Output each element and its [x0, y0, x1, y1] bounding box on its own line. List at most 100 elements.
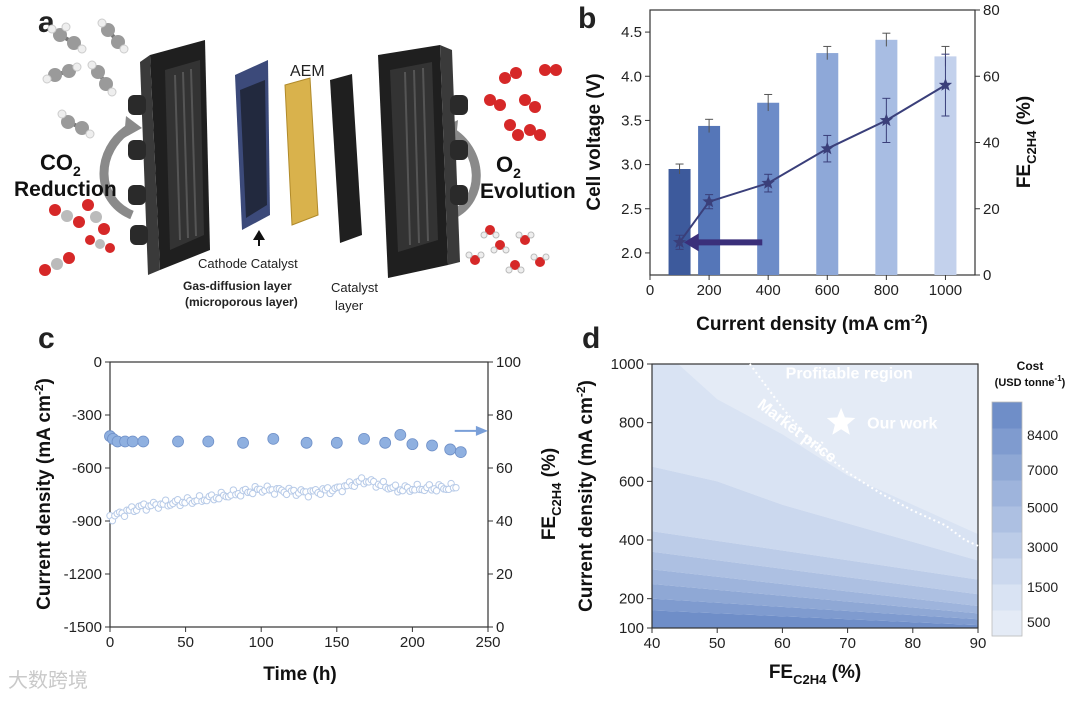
y-tick-label-c: -300: [72, 407, 102, 424]
y-tick-label-b: 3.5: [621, 112, 642, 129]
y2-tick-label-c: 100: [496, 354, 521, 371]
fe-axis-arrow-head: [475, 425, 488, 436]
co2-label: CO2: [40, 150, 81, 179]
left-axis-arrow-head: [683, 233, 699, 252]
fe-point: [172, 435, 184, 448]
cathode-flow-plate: [128, 40, 210, 275]
voltage-star-point: [672, 235, 687, 248]
colorbar-tick-label: 8400: [1027, 427, 1058, 443]
cost-contour-band: [652, 531, 978, 595]
x-tick-label-b: 600: [815, 282, 840, 299]
x-tick-label-d: 50: [709, 635, 726, 652]
panel-letter-b: b: [578, 2, 596, 35]
panel-letter-d: d: [582, 322, 600, 355]
cost-contour-band: [652, 610, 978, 628]
y-tick-label-d: 800: [619, 415, 644, 432]
fe-point: [358, 432, 370, 445]
fe-point: [137, 435, 150, 448]
voltage-star-point: [938, 78, 953, 91]
x-axis-title-c: Time (h): [263, 664, 337, 685]
y2-tick-label-b: 60: [983, 68, 1000, 85]
current-density-point: [249, 489, 257, 498]
co2-molecules: [39, 199, 115, 276]
colorbar-title-line1: Cost: [1017, 359, 1044, 373]
colorbar: 500 1500 3000 5000 7000 8400: [991, 401, 1058, 637]
plot-frame-d: [651, 363, 979, 629]
cost-contour-band: [652, 584, 978, 620]
fe-bar: [668, 169, 691, 275]
y2-tick-label-c: 60: [496, 460, 513, 477]
o2-molecules: [484, 64, 562, 141]
x-tick-label-d: 40: [644, 635, 661, 652]
cost-contour-band: [652, 551, 978, 606]
catalyst-layer-label-line1: Catalyst: [331, 280, 378, 295]
aem-label: AEM: [290, 63, 325, 80]
reduction-curved-arrow: [99, 124, 134, 220]
voltage-star-point: [879, 113, 893, 127]
ethylene-molecules: [42, 18, 129, 139]
y-axis-title-c: Current density (mA cm-2): [32, 378, 55, 610]
evolution-curved-arrow: [445, 126, 481, 220]
fe-point: [394, 428, 407, 441]
fe-bar: [934, 56, 957, 275]
x-tick-label-c: 250: [475, 634, 500, 651]
x-tick-label-d: 80: [904, 635, 921, 652]
colorbar-title-line2: (USD tonne-1): [995, 374, 1066, 389]
current-density-point: [452, 483, 460, 492]
y-tick-label-c: -1500: [64, 619, 102, 636]
axes-b: 0 200 400 600 800 1000 2.0 2.5 3.0 3.5 4.0 4.5 0 20 40…: [621, 2, 1000, 299]
y-tick-label-d: 200: [619, 591, 644, 608]
colorbar-segment: [992, 584, 1022, 611]
y-tick-label-c: -1200: [64, 566, 102, 583]
y2-axis-title-c: FEC2H4 (%): [539, 448, 564, 540]
current-density-point: [215, 495, 223, 503]
colorbar-segment: [992, 428, 1022, 455]
our-work-star: [826, 407, 856, 435]
axes-d: 40 50 60 70 80 90 100 200 400 600 800 1000: [611, 356, 987, 652]
current-density-point: [120, 512, 129, 520]
fe-point: [300, 436, 313, 449]
y-axis-title-b: Cell voltage (V): [584, 73, 605, 210]
reduction-arrow-head: [124, 116, 142, 138]
current-density-series: [106, 474, 460, 525]
y-tick-label-b: 2.5: [621, 201, 642, 218]
y2-tick-label-c: 80: [496, 407, 513, 424]
y-tick-label-c: 0: [94, 354, 102, 371]
gdl-label-line1: Gas-diffusion layer: [183, 279, 292, 293]
y2-tick-label-b: 0: [983, 267, 991, 284]
y2-tick-label-b: 20: [983, 201, 1000, 218]
panel-b-chart: b 0 200 400 600 800 1000 2.0 2.5 3.0 3.5 4.0 4.5 0 20…: [578, 2, 1039, 335]
current-density-point: [391, 481, 400, 489]
fe-bar: [816, 53, 839, 275]
y-tick-label-d: 600: [619, 473, 644, 490]
colorbar-segment: [992, 506, 1022, 533]
colorbar-segment: [992, 558, 1022, 585]
colorbar-tick-label: 7000: [1027, 462, 1058, 478]
cost-contour-band: [652, 364, 978, 561]
x-tick-label-d: 70: [839, 635, 856, 652]
voltage-line: [678, 84, 946, 243]
x-tick-label-c: 150: [324, 634, 349, 651]
y-axis-title-d: Current density (mA cm-2): [574, 380, 597, 612]
cathode-catalyst-pointer: [253, 230, 265, 240]
panel-letter-c: c: [38, 322, 55, 355]
colorbar-segment: [992, 610, 1022, 637]
voltage-star-point: [702, 194, 716, 208]
voltage-series: [672, 53, 953, 252]
y-tick-label-b: 4.0: [621, 68, 642, 85]
fe-point: [406, 438, 419, 451]
colorbar-tick-label: 5000: [1027, 499, 1058, 515]
x-tick-label-b: 400: [756, 282, 781, 299]
x-tick-label-b: 0: [646, 282, 654, 299]
fe-point: [454, 446, 467, 459]
reduction-label: Reduction: [14, 178, 117, 201]
colorbar-tick-label: 500: [1027, 614, 1051, 630]
fe-point: [267, 432, 280, 445]
colorbar-segment: [992, 480, 1022, 507]
colorbar-segment: [992, 402, 1022, 429]
fe-point: [379, 436, 392, 449]
x-tick-label-c: 200: [400, 634, 425, 651]
y-tick-label-c: -900: [72, 513, 102, 530]
fe-bar: [875, 39, 898, 275]
x-tick-label-d: 60: [774, 635, 791, 652]
